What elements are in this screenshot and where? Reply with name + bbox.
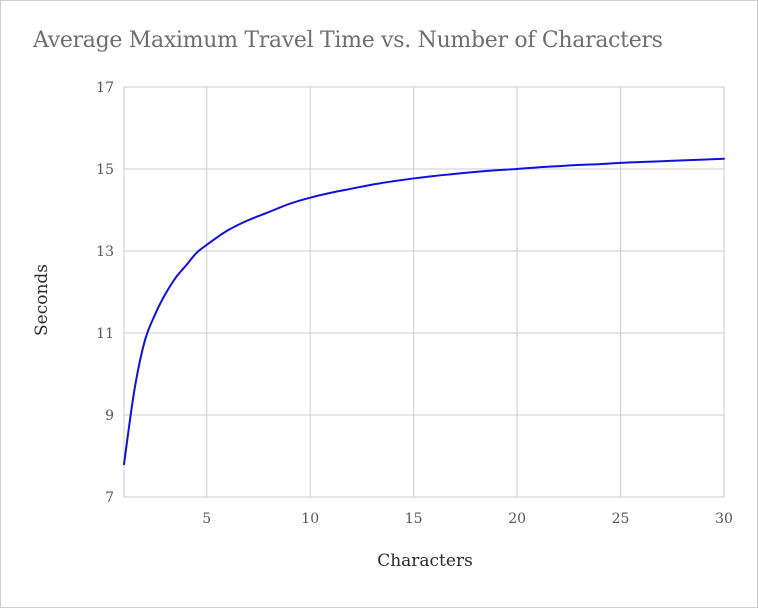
y-tick-label: 7 [105,490,114,506]
y-tick-label: 9 [105,408,114,424]
x-tick-label: 5 [202,511,211,527]
x-tick-label: 10 [301,511,319,527]
chart-title: Average Maximum Travel Time vs. Number o… [33,28,663,53]
x-tick-label: 25 [612,511,630,527]
gridlines [123,86,725,498]
series-line [123,157,725,466]
y-axis-label: Seconds [32,263,52,337]
y-tick-label: 11 [96,326,114,342]
y-tick-label: 15 [96,162,114,178]
series-layer [123,157,725,466]
y-tick-label: 17 [96,80,114,96]
x-tick-label: 30 [715,511,733,527]
x-axis-label: Characters [377,551,473,571]
x-tick-label: 20 [508,511,526,527]
x-axis-ticks: 5 10 15 20 25 30 [202,511,733,527]
x-tick-label: 15 [405,511,423,527]
y-axis-ticks: 7 9 11 13 15 17 [96,80,114,506]
y-tick-label: 13 [96,244,114,260]
